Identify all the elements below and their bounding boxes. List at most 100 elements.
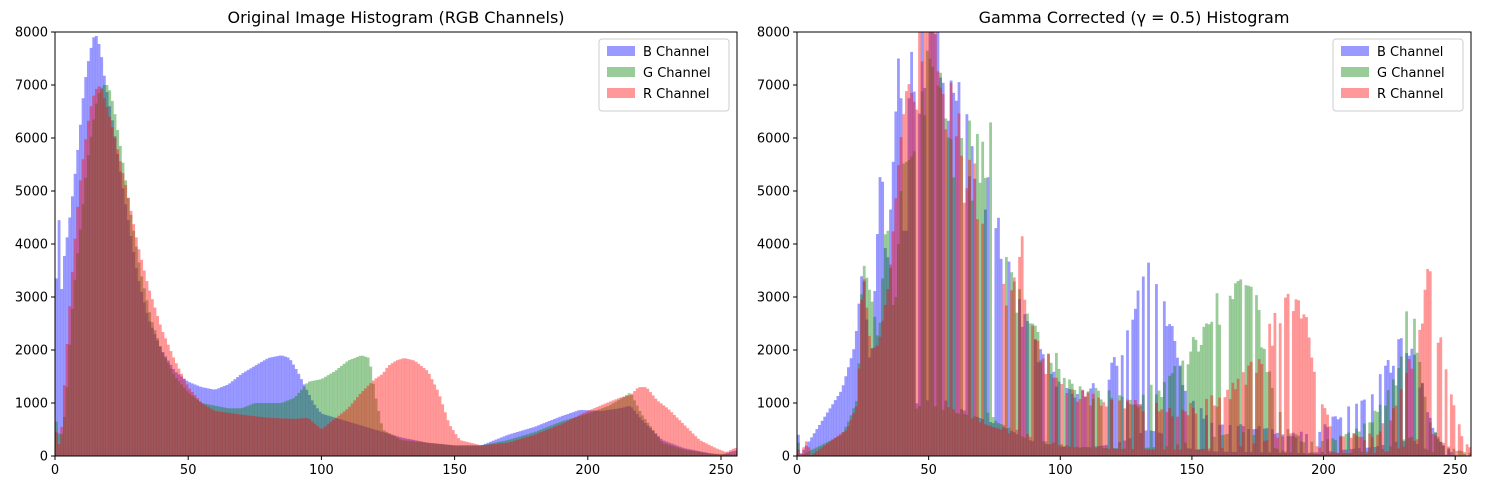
hist-bar [369,428,373,456]
hist-bar [833,437,837,456]
hist-bar [550,427,554,456]
hist-bar [1341,453,1345,456]
hist-bar [825,443,829,456]
hist-bar [997,428,1000,456]
hist-bar [1268,452,1272,456]
hist-bar [228,408,231,456]
hist-bar [595,410,599,456]
hist-bar [1373,410,1377,456]
hist-bar [1378,404,1382,456]
hist-bar [1089,388,1093,456]
hist-bar [140,259,144,456]
hist-bar [252,366,255,456]
hist-bar [1402,439,1406,456]
hist-bar [1128,438,1132,456]
hist-bar [638,387,642,456]
hist-bar [1018,299,1021,456]
hist-bar [102,75,106,456]
hist-bar [1070,389,1074,456]
hist-bar [515,439,519,456]
hist-bar [1068,379,1071,456]
hist-bar [1263,440,1266,456]
hist-bar [968,120,971,457]
hist-bar [262,360,266,456]
hist-bar [849,419,853,456]
hist-bar [686,448,690,456]
hist-bar [962,410,966,456]
hist-bar [1065,387,1069,456]
hist-bar [1289,436,1293,456]
hist-bar [1020,236,1024,456]
hist-bar [617,400,620,456]
hist-bar [459,440,463,456]
hist-bar [1263,348,1266,456]
hist-bar [804,452,808,456]
hist-bar [110,100,114,457]
hist-bar [169,364,173,456]
hist-bar [569,419,572,456]
hist-bar [1413,318,1416,456]
hist-bar [899,98,903,456]
hist-bar [1078,447,1082,456]
hist-bar [1368,433,1372,456]
hist-bar [188,382,192,456]
hist-bar [475,444,479,456]
hist-bar [545,422,548,456]
hist-bar [897,244,900,456]
hist-bar [230,381,234,456]
hist-bar [731,451,735,456]
hist-bar [702,442,706,456]
hist-bar [601,404,604,456]
hist-bar [190,391,194,456]
hist-bar [1155,394,1158,456]
hist-bar [1273,312,1277,456]
hist-bar [1081,389,1085,456]
hist-bar [873,347,877,456]
hist-bar [1394,405,1398,456]
hist-bar [1123,440,1127,456]
hist-bar [1407,437,1411,456]
hist-bar [954,100,958,456]
hist-bar [1347,453,1351,456]
hist-bar [904,230,908,456]
hist-bar [206,388,210,456]
hist-bar [1094,446,1098,456]
hist-bar [1128,399,1132,456]
hist-bar [1191,400,1195,456]
hist-bar [894,198,898,457]
hist-bar [510,433,514,456]
hist-bar [923,87,927,456]
hist-bar [324,414,327,456]
hist-bar [438,443,442,456]
hist-bar [1297,300,1301,456]
hist-bar [907,160,911,456]
hist-bar [483,445,487,456]
hist-bar [1202,326,1206,456]
hist-bar [545,427,548,456]
hist-bar [810,450,813,456]
hist-bar [1236,378,1240,456]
hist-bar [1068,446,1071,456]
y-tick-label: 2000 [757,344,790,359]
hist-bar [1278,411,1282,456]
hist-bar [673,414,676,456]
hist-bar [406,358,410,456]
hist-bar [1010,272,1014,456]
hist-bar [810,437,813,456]
hist-bar [1394,441,1398,456]
hist-bar [246,405,250,456]
hist-bar [657,401,660,456]
hist-bar [1436,439,1440,456]
hist-bar [718,454,722,456]
hist-bar [1289,433,1293,456]
hist-bar [699,451,703,456]
hist-bar [1033,339,1037,456]
hist-bar [968,176,971,456]
hist-bar [923,32,927,456]
hist-bar [1099,445,1103,456]
hist-bar [574,417,578,456]
hist-bar [286,400,290,456]
hist-bar [334,417,338,456]
hist-bar [73,173,77,456]
hist-bar [166,360,170,456]
